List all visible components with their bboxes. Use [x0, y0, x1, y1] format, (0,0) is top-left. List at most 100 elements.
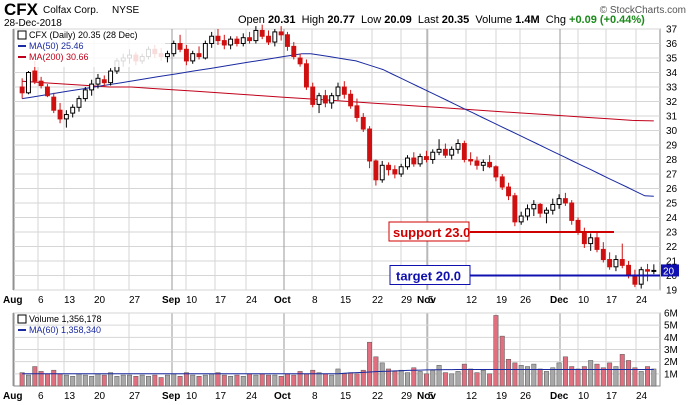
volume-bar: [183, 372, 189, 387]
candle-body: [449, 148, 455, 156]
volume-bar: [392, 371, 398, 387]
price-y-tick: 29: [666, 141, 678, 152]
volume-bar: [291, 374, 297, 387]
candle-body: [322, 95, 328, 104]
price-x-tick: 29: [401, 295, 413, 306]
candle-body: [632, 275, 638, 285]
volume-bar: [537, 368, 543, 387]
legend-price-swatch: [17, 30, 27, 40]
target-label: target 20.0: [396, 269, 461, 284]
volume-x-tick: 29: [401, 391, 413, 402]
price-y-tick: 21: [666, 257, 678, 268]
low-label: Low: [360, 14, 382, 26]
price-x-tick: 24: [636, 295, 648, 306]
candle-body: [190, 53, 196, 62]
volume-bar: [379, 362, 385, 387]
volume-x-tick: Oct: [274, 391, 291, 402]
volume-bar: [569, 366, 575, 387]
price-y-tick: 37: [666, 25, 678, 36]
volume-y-tick: 3M: [664, 345, 678, 356]
candle-body: [423, 156, 429, 161]
volume-bar: [367, 341, 373, 387]
volume-bar: [240, 376, 246, 387]
candle-body: [215, 35, 221, 42]
volume-bar: [127, 374, 133, 387]
price-x-tick: 12: [466, 295, 478, 306]
candle-body: [234, 38, 240, 45]
quote-date: 28-Dec-2018: [4, 18, 62, 29]
candle-body: [285, 34, 290, 47]
price-x-tick: Oct: [274, 295, 291, 306]
volume-bar: [556, 362, 562, 387]
candle-body: [386, 164, 391, 171]
volume-y-tick: 1M: [664, 369, 678, 380]
candle-body: [518, 215, 524, 223]
candle-body: [645, 269, 650, 272]
ohlc-summary: Open 20.31 High 20.77 Low 20.09 Last 20.…: [238, 14, 645, 26]
candle-body: [32, 70, 38, 82]
ma50-line: [22, 53, 654, 197]
candle-body: [247, 37, 253, 42]
volume-bar: [455, 371, 461, 387]
volume-bar: [411, 367, 417, 387]
candle-body: [209, 35, 215, 44]
price-y-tick: 24: [666, 213, 678, 224]
candle-body: [373, 160, 379, 181]
volume-bar: [543, 371, 549, 387]
volume-bar: [499, 335, 505, 387]
price-x-tick: Sep: [162, 295, 180, 306]
candle-body: [537, 203, 543, 214]
volume-bar: [247, 373, 253, 387]
volume-bar: [51, 369, 57, 387]
candle-body: [360, 116, 366, 130]
volume-bar: [26, 374, 31, 387]
volume-bar: [632, 367, 638, 387]
last-label: Last: [417, 14, 439, 26]
candle-body: [569, 202, 575, 221]
candle-body: [44, 86, 50, 97]
volume-bar: [480, 369, 486, 387]
legend-price: CFX (Daily) 20.35 (28 Dec): [29, 30, 138, 40]
candle-body: [253, 29, 259, 42]
price-x-tick: 26: [520, 295, 532, 306]
volume-bar: [493, 315, 499, 387]
candle-body: [575, 219, 581, 233]
candle-body: [177, 43, 183, 50]
candle-body: [221, 40, 227, 46]
candle-body: [588, 237, 594, 245]
volume-bar: [152, 374, 158, 387]
price-x-tick: 22: [372, 295, 384, 306]
candle-body: [468, 159, 474, 162]
price-x-tick: Nov: [417, 295, 436, 306]
price-y-tick: 34: [666, 68, 678, 79]
candle-body: [26, 72, 31, 94]
candle-body: [594, 237, 600, 250]
candle-body: [202, 43, 208, 59]
volume-bar: [613, 366, 619, 387]
candle-body: [487, 161, 493, 168]
candle-body: [613, 259, 619, 268]
legend-bg: [15, 30, 165, 67]
candle-body: [259, 29, 265, 37]
volume-bar: [600, 367, 606, 387]
candle-body: [278, 31, 284, 36]
volume-bar: [57, 373, 63, 387]
candle-body: [196, 53, 202, 58]
volume-bar: [581, 366, 587, 387]
price-x-tick: 5: [428, 295, 434, 306]
price-x-tick: 8: [312, 295, 318, 306]
chg-value: +0.09 (+0.44%): [569, 14, 645, 26]
last-value: 20.35: [441, 14, 470, 26]
volume-bar: [550, 367, 556, 387]
volume-bar: [423, 373, 429, 387]
volume-bar: [190, 374, 196, 387]
volume-x-tick: 26: [520, 391, 532, 402]
volume-bar: [436, 365, 442, 387]
candle-body: [354, 105, 360, 118]
volume-y-tick: 2M: [664, 357, 678, 368]
open-label: Open: [238, 14, 265, 26]
volume-bar: [70, 376, 76, 387]
candle-body: [51, 96, 57, 111]
volume-bar: [638, 371, 644, 387]
